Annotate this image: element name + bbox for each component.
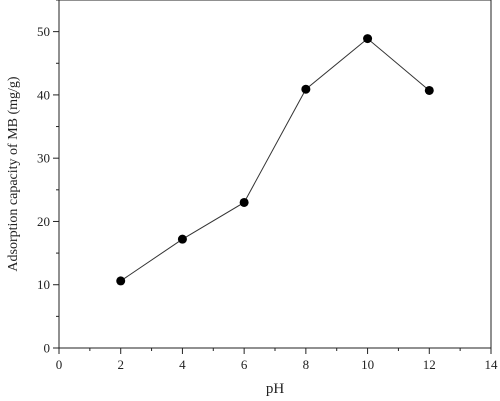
x-tick-label: 8 <box>303 357 310 372</box>
x-tick-label: 0 <box>56 357 63 372</box>
series-line <box>120 37 430 282</box>
y-axis-ticks: 0 10 20 30 40 50 <box>37 0 59 356</box>
data-point <box>116 276 126 286</box>
x-axis-ticks: 0 2 4 6 8 10 12 14 <box>56 348 498 372</box>
x-axis-label: pH <box>266 381 285 397</box>
plot-frame <box>58 0 492 349</box>
data-point <box>239 197 249 207</box>
y-tick-label: 10 <box>37 277 50 292</box>
x-tick-label: 6 <box>241 357 248 372</box>
y-tick-label: 20 <box>37 214 50 229</box>
y-tick-label: 30 <box>37 151 50 166</box>
x-tick-label: 10 <box>361 357 374 372</box>
data-point <box>177 234 187 244</box>
y-tick-label: 0 <box>44 341 51 356</box>
y-tick-label: 40 <box>37 87 50 102</box>
series-layer <box>116 34 434 286</box>
y-axis-label: Adsorption capacity of MB (mg/g) <box>6 76 21 272</box>
y-tick-label: 50 <box>37 24 50 39</box>
x-tick-label: 2 <box>117 357 124 372</box>
data-point <box>363 34 373 44</box>
x-tick-label: 14 <box>485 357 499 372</box>
x-tick-label: 4 <box>179 357 186 372</box>
data-point <box>424 85 434 95</box>
x-tick-label: 12 <box>423 357 436 372</box>
data-point <box>301 84 311 94</box>
